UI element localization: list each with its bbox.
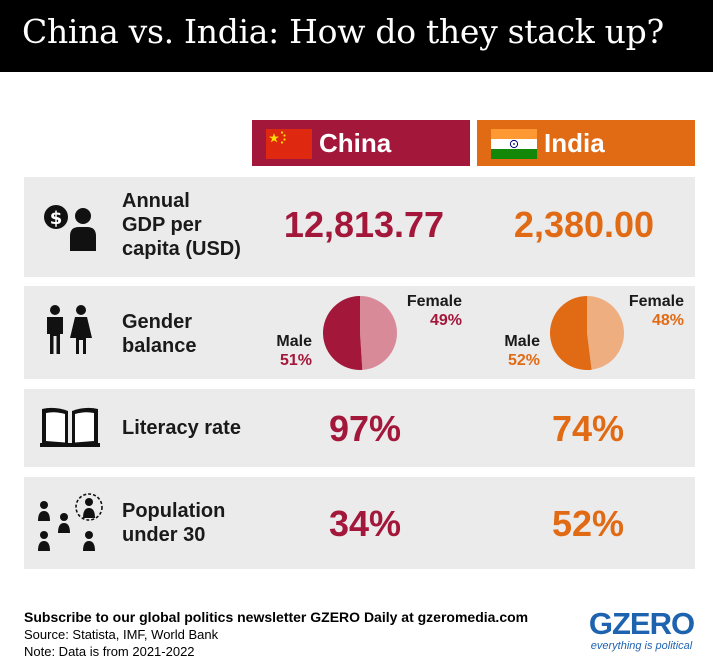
page-title: China vs. India: How do they stack up? [22, 12, 664, 51]
india-male-label: Male 52% [500, 332, 540, 370]
china-female-label: Female 49% [402, 292, 462, 330]
literacy-label-line-1: Literacy rate [122, 417, 241, 439]
footer: Subscribe to our global politics newslet… [24, 608, 528, 660]
population-row: Population under 30 34% 52% [24, 477, 695, 569]
china-literacy-value: 97% [328, 408, 402, 449]
population-label: Population under 30 [122, 499, 225, 547]
india-male-slice [550, 296, 592, 370]
china-female-name: Female [406, 293, 462, 310]
gdp-label-line-3: capita (USD) [122, 238, 241, 260]
subscribe-text: Subscribe to our global politics newslet… [24, 609, 529, 625]
india-female-label: Female 48% [624, 292, 684, 330]
china-female-value: 49% [429, 312, 462, 329]
india-header-label: India [544, 128, 605, 158]
gender-label-line-2: balance [122, 335, 197, 357]
gdp-row: $ Annual GDP per capita (USD) 12,813.77 … [24, 177, 695, 277]
gdp-label: Annual GDP per capita (USD) [122, 189, 241, 261]
india-header: India [477, 120, 695, 166]
india-female-value: 48% [651, 312, 684, 329]
gzero-logo: GZERO everything is political [584, 608, 699, 653]
china-male-value: 51% [279, 352, 312, 369]
china-gdp-value: 12,813.77 [283, 204, 445, 245]
open-book-icon [40, 407, 100, 447]
china-male-slice [323, 296, 363, 370]
logo-tagline: everything is political [590, 640, 693, 652]
svg-text:$: $ [50, 208, 63, 229]
gdp-label-line-2: GDP per [122, 214, 202, 236]
china-female-slice [360, 296, 398, 370]
china-flag-icon [266, 129, 312, 159]
india-flag-icon [491, 129, 537, 159]
india-male-name: Male [504, 333, 540, 350]
people-group-icon [38, 493, 103, 551]
gender-label: Gender balance [122, 310, 196, 358]
population-label-line-1: Population [122, 500, 226, 522]
literacy-row: Literacy rate 97% 74% [24, 389, 695, 467]
india-male-value: 52% [507, 352, 540, 369]
man-woman-icon [47, 305, 92, 354]
china-population-value: 34% [328, 503, 402, 544]
gender-row: Gender balance Male 51% Female 49% Male … [24, 286, 695, 379]
money-person-icon: $ [44, 205, 96, 251]
india-gender-pie [550, 296, 625, 370]
logo-name: GZERO [588, 606, 695, 641]
india-gdp-value: 2,380.00 [513, 204, 655, 245]
india-literacy-value: 74% [551, 408, 625, 449]
india-population-value: 52% [551, 503, 625, 544]
population-label-line-2: under 30 [122, 524, 206, 546]
china-header: China [252, 120, 470, 166]
china-male-label: Male 51% [272, 332, 312, 370]
china-male-name: Male [276, 333, 312, 350]
china-gender-pie [323, 296, 398, 370]
literacy-label: Literacy rate [122, 416, 241, 440]
gdp-label-line-1: Annual [122, 190, 190, 212]
note-text: Note: Data is from 2021-2022 [24, 644, 195, 659]
india-female-name: Female [628, 293, 684, 310]
source-text: Source: Statista, IMF, World Bank [24, 627, 219, 642]
title-bar: China vs. India: How do they stack up? [0, 0, 713, 72]
china-header-label: China [319, 128, 392, 158]
gender-label-line-1: Gender [122, 311, 193, 333]
india-female-slice [587, 296, 625, 370]
